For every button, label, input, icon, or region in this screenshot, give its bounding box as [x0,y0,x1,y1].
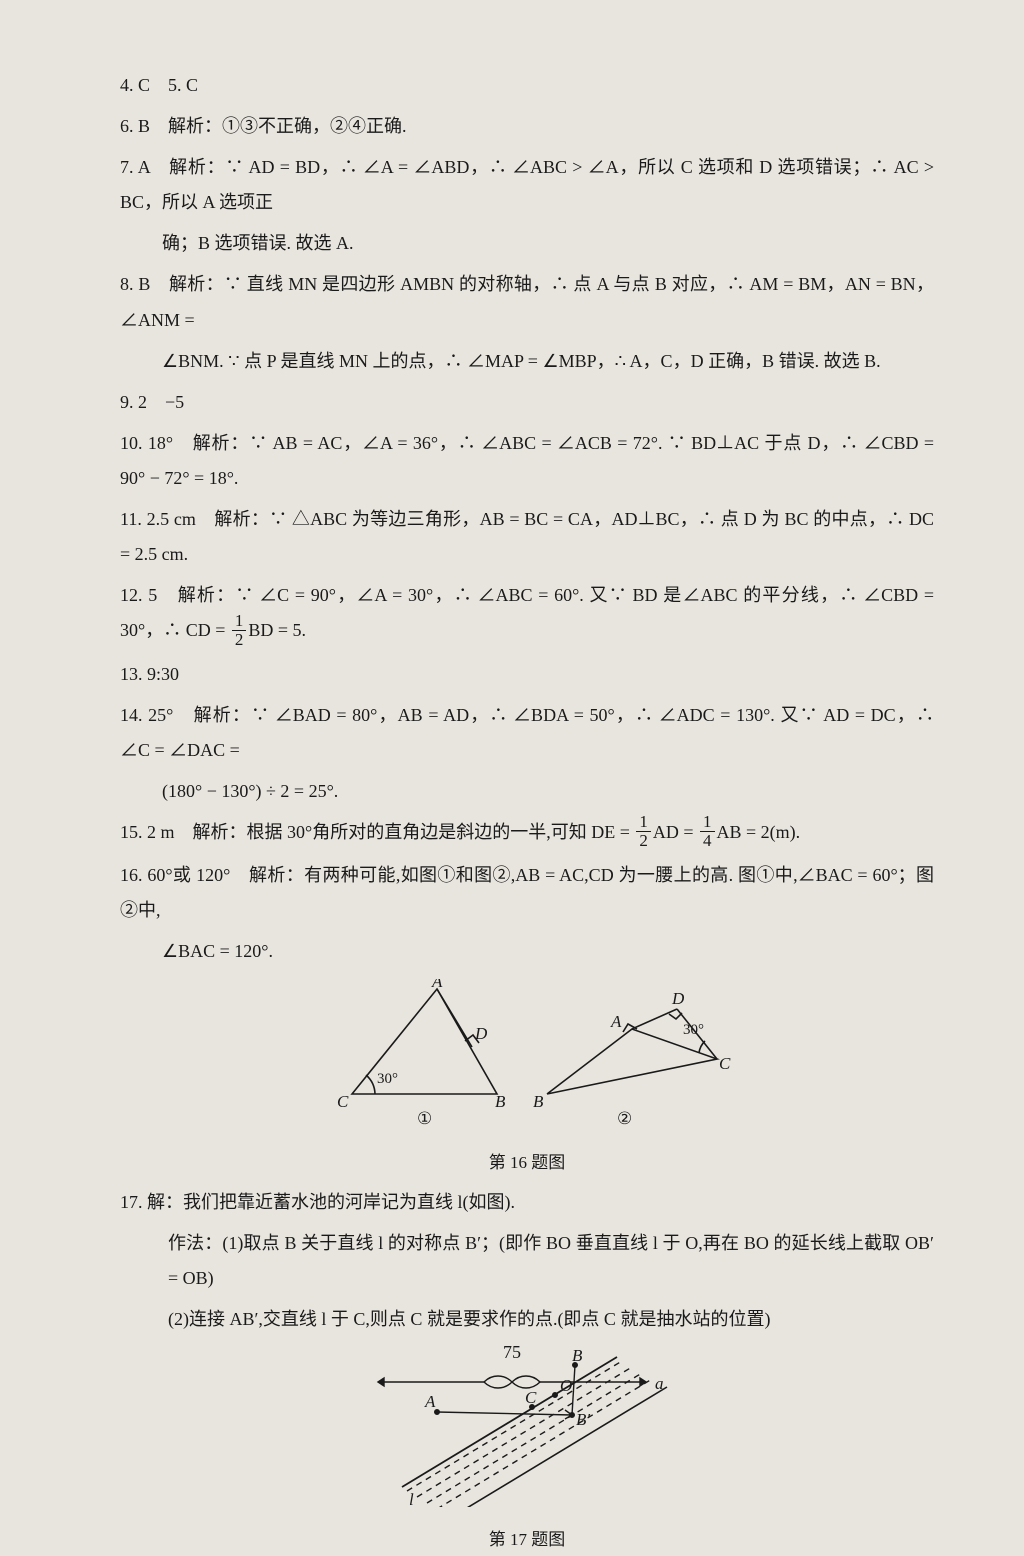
fig16-C2: C [719,1054,731,1073]
q9: 9. 2 −5 [120,385,934,420]
q10: 10. 18° 解析：∵ AB = AC，∠A = 36°，∴ ∠ABC = ∠… [120,426,934,496]
fig16-n1: ① [417,1109,432,1128]
fig16-D1: D [474,1024,488,1043]
q16-line2: ∠BAC = 120°. [120,934,934,969]
fig16-B2: B [533,1092,544,1111]
fig16-ang2: 30° [683,1022,704,1038]
q15-text-b: AD = [653,822,698,842]
q11: 11. 2.5 cm 解析：∵ △ABC 为等边三角形，AB = BC = CA… [120,502,934,572]
fig16-B1: B [495,1092,506,1111]
q16-line1: 16. 60°或 120° 解析：有两种可能,如图①和图②,AB = AC,CD… [120,858,934,928]
fraction-quarter: 14 [700,813,715,850]
q13: 13. 9:30 [120,657,934,692]
fig16-D2: D [671,989,685,1008]
figure-16-caption: 第 16 题图 [120,1146,934,1179]
q12-text-b: BD = 5. [248,620,306,640]
q17-line2: 作法：(1)取点 B 关于直线 l 的对称点 B′；(即作 BO 垂直直线 l … [120,1226,934,1296]
page-number: 75 [0,1335,1024,1370]
q14-line1: 14. 25° 解析：∵ ∠BAD = 80°，AB = AD，∴ ∠BDA =… [120,698,934,768]
footer-ornament-icon [0,1372,1024,1392]
q7-line2: 确；B 选项错误. 故选 A. [120,226,934,261]
q17-line3: (2)连接 AB′,交直线 l 于 C,则点 C 就是要求作的点.(即点 C 就… [120,1302,934,1337]
fig16-A1: A [431,979,443,991]
fig16-A2: A [610,1012,622,1031]
q8-line1: 8. B 解析：∵ 直线 MN 是四边形 AMBN 的对称轴，∴ 点 A 与点 … [120,267,934,337]
q4-5: 4. C 5. C [120,68,934,103]
figure-17-caption: 第 17 题图 [120,1523,934,1556]
fig16-C1: C [337,1092,349,1111]
q8-line2: ∠BNM. ∵ 点 P 是直线 MN 上的点，∴ ∠MAP = ∠MBP，∴ A… [120,344,934,379]
fig17-A: A [424,1392,436,1411]
figure-16-svg: A B C D 30° ① A B C D 30° ② [317,979,737,1129]
fraction-half-2: 12 [636,813,651,850]
q15-text-c: AB = 2(m). [717,822,801,842]
fraction-half-1: 12 [232,612,247,649]
fig16-ang1: 30° [377,1071,398,1087]
q14-line2: (180° − 130°) ÷ 2 = 25°. [120,774,934,809]
q7-line1: 7. A 解析：∵ AD = BD，∴ ∠A = ∠ABD，∴ ∠ABC > ∠… [120,150,934,220]
figure-16: A B C D 30° ① A B C D 30° ② 第 16 题图 [120,979,934,1178]
q6: 6. B 解析：①③不正确，②④正确. [120,109,934,144]
q15: 15. 2 m 解析：根据 30°角所对的直角边是斜边的一半,可知 DE = 1… [120,815,934,852]
q15-text-a: 15. 2 m 解析：根据 30°角所对的直角边是斜边的一半,可知 DE = [120,822,634,842]
fig16-n2: ② [617,1109,632,1128]
fig17-Bp: B′ [576,1410,590,1429]
q12: 12. 5 解析：∵ ∠C = 90°，∠A = 30°，∴ ∠ABC = 60… [120,578,934,650]
page-footer: 75 [0,1335,1024,1392]
q17-line1: 17. 解：我们把靠近蓄水池的河岸记为直线 l(如图). [120,1185,934,1220]
fig17-l: l [409,1490,414,1507]
